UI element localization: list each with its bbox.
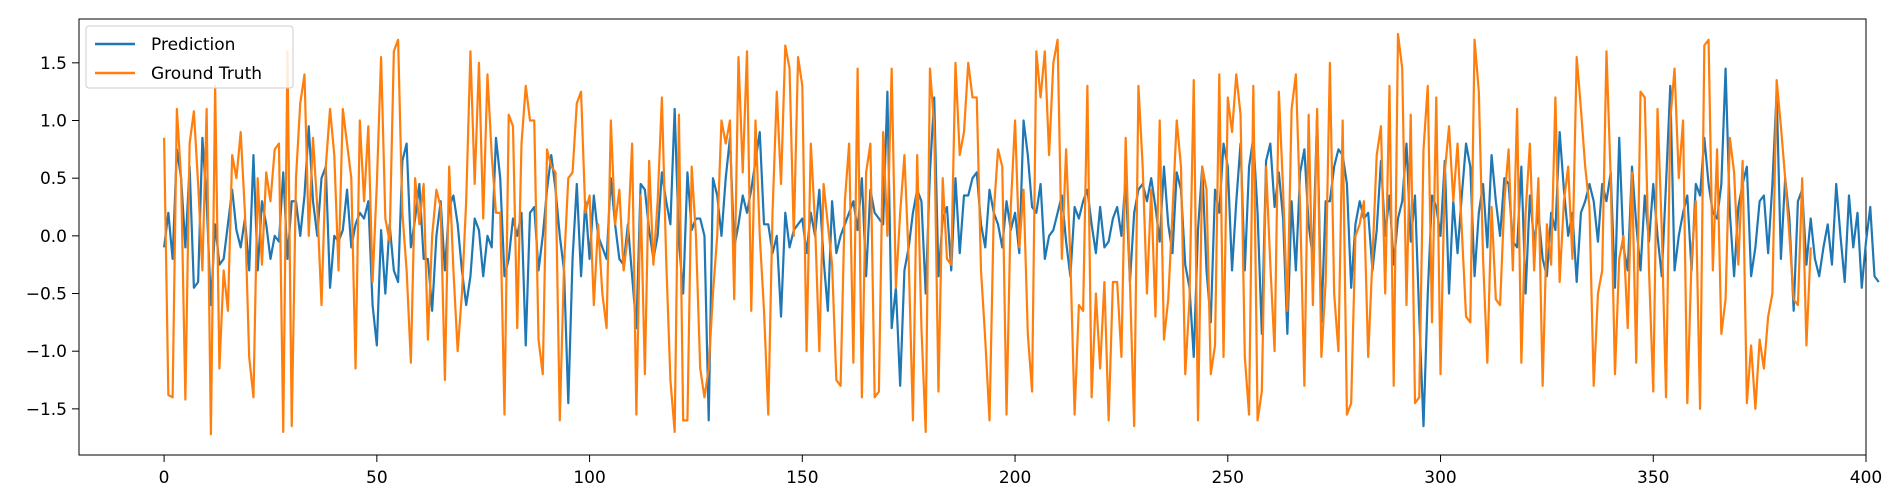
x-tick-label: 100 (573, 468, 605, 488)
x-tick-label: 350 (1637, 468, 1669, 488)
y-tick-label: −0.5 (26, 285, 67, 305)
y-tick-label: −1.0 (26, 342, 67, 362)
legend-label: Prediction (151, 35, 235, 55)
series-line-ground-truth (163, 32, 1812, 436)
x-tick-label: 200 (999, 468, 1031, 488)
x-tick-label: 250 (1212, 468, 1244, 488)
x-tick-label: 300 (1424, 468, 1456, 488)
series-layer (163, 32, 1880, 436)
x-tick-label: 0 (159, 468, 170, 488)
y-axis: −1.5 −1.0 −0.5 0.0 0.5 1.0 1.5 (26, 54, 79, 420)
y-tick-label: 1.5 (40, 54, 67, 74)
x-tick-label: 400 (1850, 468, 1882, 488)
x-axis: 0 50 100 150 200 250 300 350 400 (159, 455, 1882, 488)
legend-label: Ground Truth (151, 64, 262, 84)
y-tick-label: 1.0 (40, 112, 67, 132)
plot-area (78, 18, 1880, 456)
x-tick-label: 150 (786, 468, 818, 488)
legend-box (85, 25, 294, 89)
y-tick-label: 0.5 (40, 169, 67, 189)
x-tick-label: 50 (366, 468, 388, 488)
legend: Prediction Ground Truth (85, 25, 294, 89)
y-tick-label: −1.5 (26, 400, 67, 420)
y-tick-label: 0.0 (40, 227, 67, 247)
